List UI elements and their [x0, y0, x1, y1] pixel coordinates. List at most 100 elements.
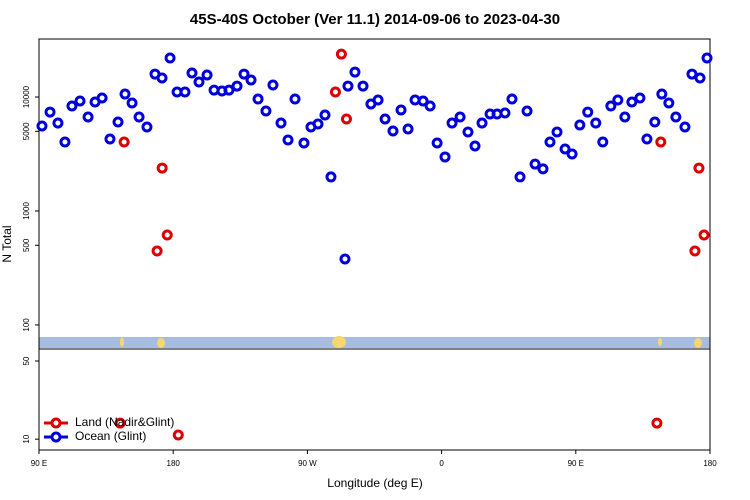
point — [275, 117, 287, 129]
point — [329, 86, 341, 98]
chart-title: 45S-40S October (Ver 11.1) 2014-09-06 to… — [190, 11, 560, 28]
point — [566, 148, 578, 160]
point — [634, 92, 646, 104]
point — [597, 136, 609, 148]
point — [656, 88, 668, 100]
point — [282, 134, 294, 146]
point — [454, 111, 466, 123]
point — [325, 171, 337, 183]
point — [651, 417, 663, 429]
legend-marker — [50, 417, 62, 429]
point — [335, 48, 347, 60]
y-axis-label: N Total — [0, 225, 14, 262]
x-tick-label: 180 — [167, 459, 181, 468]
point — [582, 106, 594, 118]
point — [36, 120, 48, 132]
point — [417, 95, 429, 107]
point — [161, 229, 173, 241]
x-tick-label: 0 — [439, 459, 444, 468]
point — [59, 136, 71, 148]
point — [133, 111, 145, 123]
point — [252, 93, 264, 105]
surface-strip — [39, 336, 710, 348]
point — [289, 93, 301, 105]
point — [551, 126, 563, 138]
y-tick-label: 10 — [22, 434, 31, 443]
y-tick-label: 5000 — [22, 122, 31, 140]
point — [267, 79, 279, 91]
point — [372, 94, 384, 106]
point — [118, 136, 130, 148]
point — [529, 158, 541, 170]
point — [260, 105, 272, 117]
point — [379, 113, 391, 125]
point — [312, 118, 324, 130]
point — [172, 429, 184, 441]
point — [339, 253, 351, 265]
point — [402, 123, 414, 135]
point — [655, 136, 667, 148]
point — [439, 151, 451, 163]
point — [619, 111, 631, 123]
point — [245, 74, 257, 86]
x-tick-label: 180 — [703, 459, 717, 468]
point — [119, 88, 131, 100]
y-tick-label: 100 — [22, 318, 31, 332]
point — [446, 117, 458, 129]
y-tick-label: 500 — [22, 238, 31, 252]
point — [670, 111, 682, 123]
point — [201, 69, 213, 81]
point — [342, 80, 354, 92]
point — [44, 106, 56, 118]
point — [544, 136, 556, 148]
point — [605, 100, 617, 112]
point — [340, 113, 352, 125]
point — [649, 116, 661, 128]
point — [689, 245, 701, 257]
y-tick-label: 50 — [22, 356, 31, 365]
point — [395, 104, 407, 116]
point — [574, 119, 586, 131]
point — [521, 105, 533, 117]
x-tick-label: 90 E — [568, 459, 584, 468]
point — [112, 116, 124, 128]
point — [679, 121, 691, 133]
point — [641, 133, 653, 145]
point — [559, 143, 571, 155]
point — [156, 72, 168, 84]
point — [114, 417, 126, 429]
point — [693, 162, 705, 174]
point — [164, 52, 176, 64]
point — [96, 92, 108, 104]
point — [186, 67, 198, 79]
point — [141, 121, 153, 133]
point — [151, 245, 163, 257]
point — [686, 68, 698, 80]
point — [499, 107, 511, 119]
x-tick-label: 90 W — [298, 459, 317, 468]
point — [179, 86, 191, 98]
point — [537, 163, 549, 175]
point — [701, 52, 713, 64]
legend-label: Land (Nadir&Glint) — [75, 415, 174, 429]
point — [462, 126, 474, 138]
point — [156, 162, 168, 174]
point — [66, 100, 78, 112]
point — [298, 137, 310, 149]
point — [514, 171, 526, 183]
point — [663, 97, 675, 109]
legend-marker — [50, 431, 62, 443]
point — [74, 95, 86, 107]
point — [349, 66, 361, 78]
legend-label: Ocean (Glint) — [75, 429, 146, 443]
x-axis-label: Longitude (deg E) — [327, 476, 422, 490]
point — [52, 117, 64, 129]
point — [694, 72, 706, 84]
point — [626, 96, 638, 108]
point — [193, 76, 205, 88]
point — [590, 117, 602, 129]
x-tick-label: 90 E — [31, 459, 47, 468]
y-tick-label: 10000 — [22, 85, 31, 108]
point — [424, 100, 436, 112]
